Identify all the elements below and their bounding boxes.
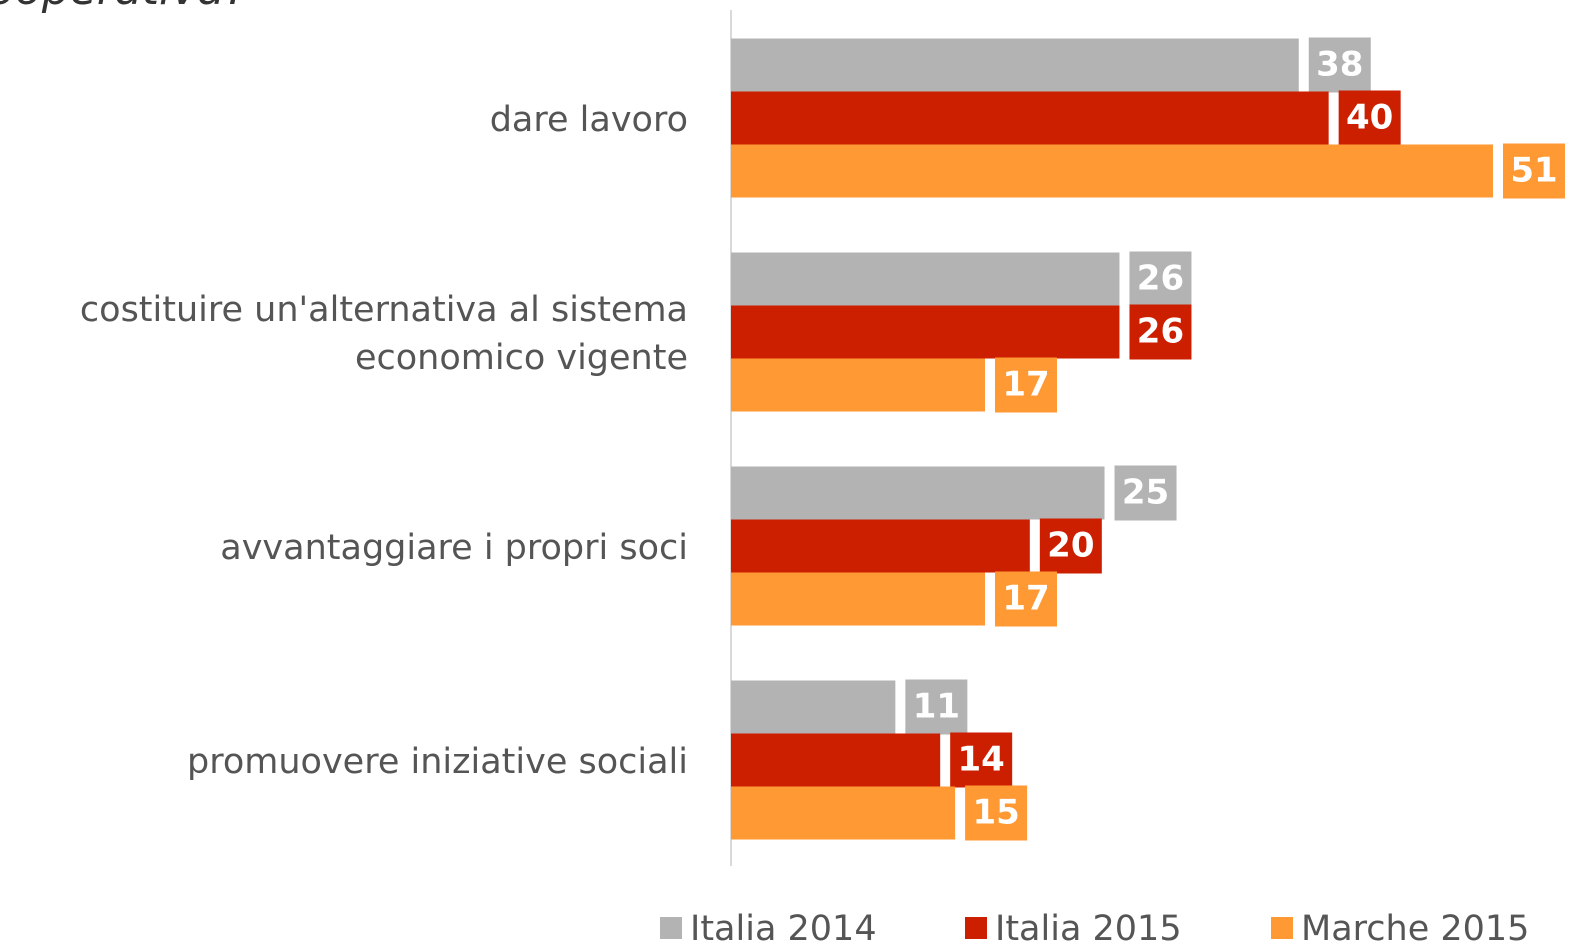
label-box: [1308, 37, 1371, 93]
bar: [731, 252, 1120, 306]
data-label: 51: [1510, 151, 1557, 191]
data-label: 14: [958, 740, 1005, 780]
bar: [731, 680, 896, 734]
bar: [731, 466, 1105, 520]
label-box: [1338, 90, 1401, 146]
data-label: 15: [972, 793, 1019, 833]
legend-label: Marche 2015: [1301, 909, 1529, 949]
label-box: [1129, 304, 1192, 360]
data-label: 26: [1137, 259, 1184, 299]
label-box: [1503, 143, 1565, 199]
category-label: promuovere iniziative sociali: [187, 742, 688, 782]
category-label: dare lavoro: [489, 100, 688, 140]
data-label: 40: [1346, 98, 1393, 138]
bar: [731, 91, 1329, 145]
bar: [731, 305, 1120, 359]
label-box: [1114, 465, 1177, 521]
label-box: [965, 785, 1028, 841]
data-label: 38: [1316, 45, 1363, 85]
bar: [731, 358, 985, 412]
bar: [731, 38, 1299, 92]
data-label: 11: [913, 687, 960, 727]
data-label: 26: [1137, 312, 1184, 352]
category-label: costituire un'alternativa al sistema eco…: [79, 290, 688, 378]
data-label: 17: [1002, 365, 1049, 405]
label-box: [1129, 251, 1192, 307]
legend-label: Italia 2015: [995, 909, 1182, 949]
bar: [731, 786, 956, 840]
category-label: avvantaggiare i propri soci: [220, 528, 688, 568]
legend-swatch: [965, 917, 987, 939]
bar: [731, 144, 1493, 198]
data-label: 25: [1122, 473, 1169, 513]
label-box: [995, 571, 1057, 627]
label-box: [950, 732, 1013, 788]
legend-swatch: [1271, 917, 1293, 939]
bar: [731, 572, 985, 626]
legend-swatch: [660, 917, 682, 939]
data-label: 20: [1047, 526, 1094, 566]
bar: [731, 733, 941, 787]
bar: [731, 519, 1030, 573]
label-box: [1039, 518, 1102, 574]
data-label: 17: [1002, 579, 1049, 619]
label-box: [995, 357, 1057, 413]
legend-label: Italia 2014: [690, 909, 877, 949]
chart-title: ooperativa?: [0, 0, 248, 15]
label-box: [905, 679, 968, 735]
